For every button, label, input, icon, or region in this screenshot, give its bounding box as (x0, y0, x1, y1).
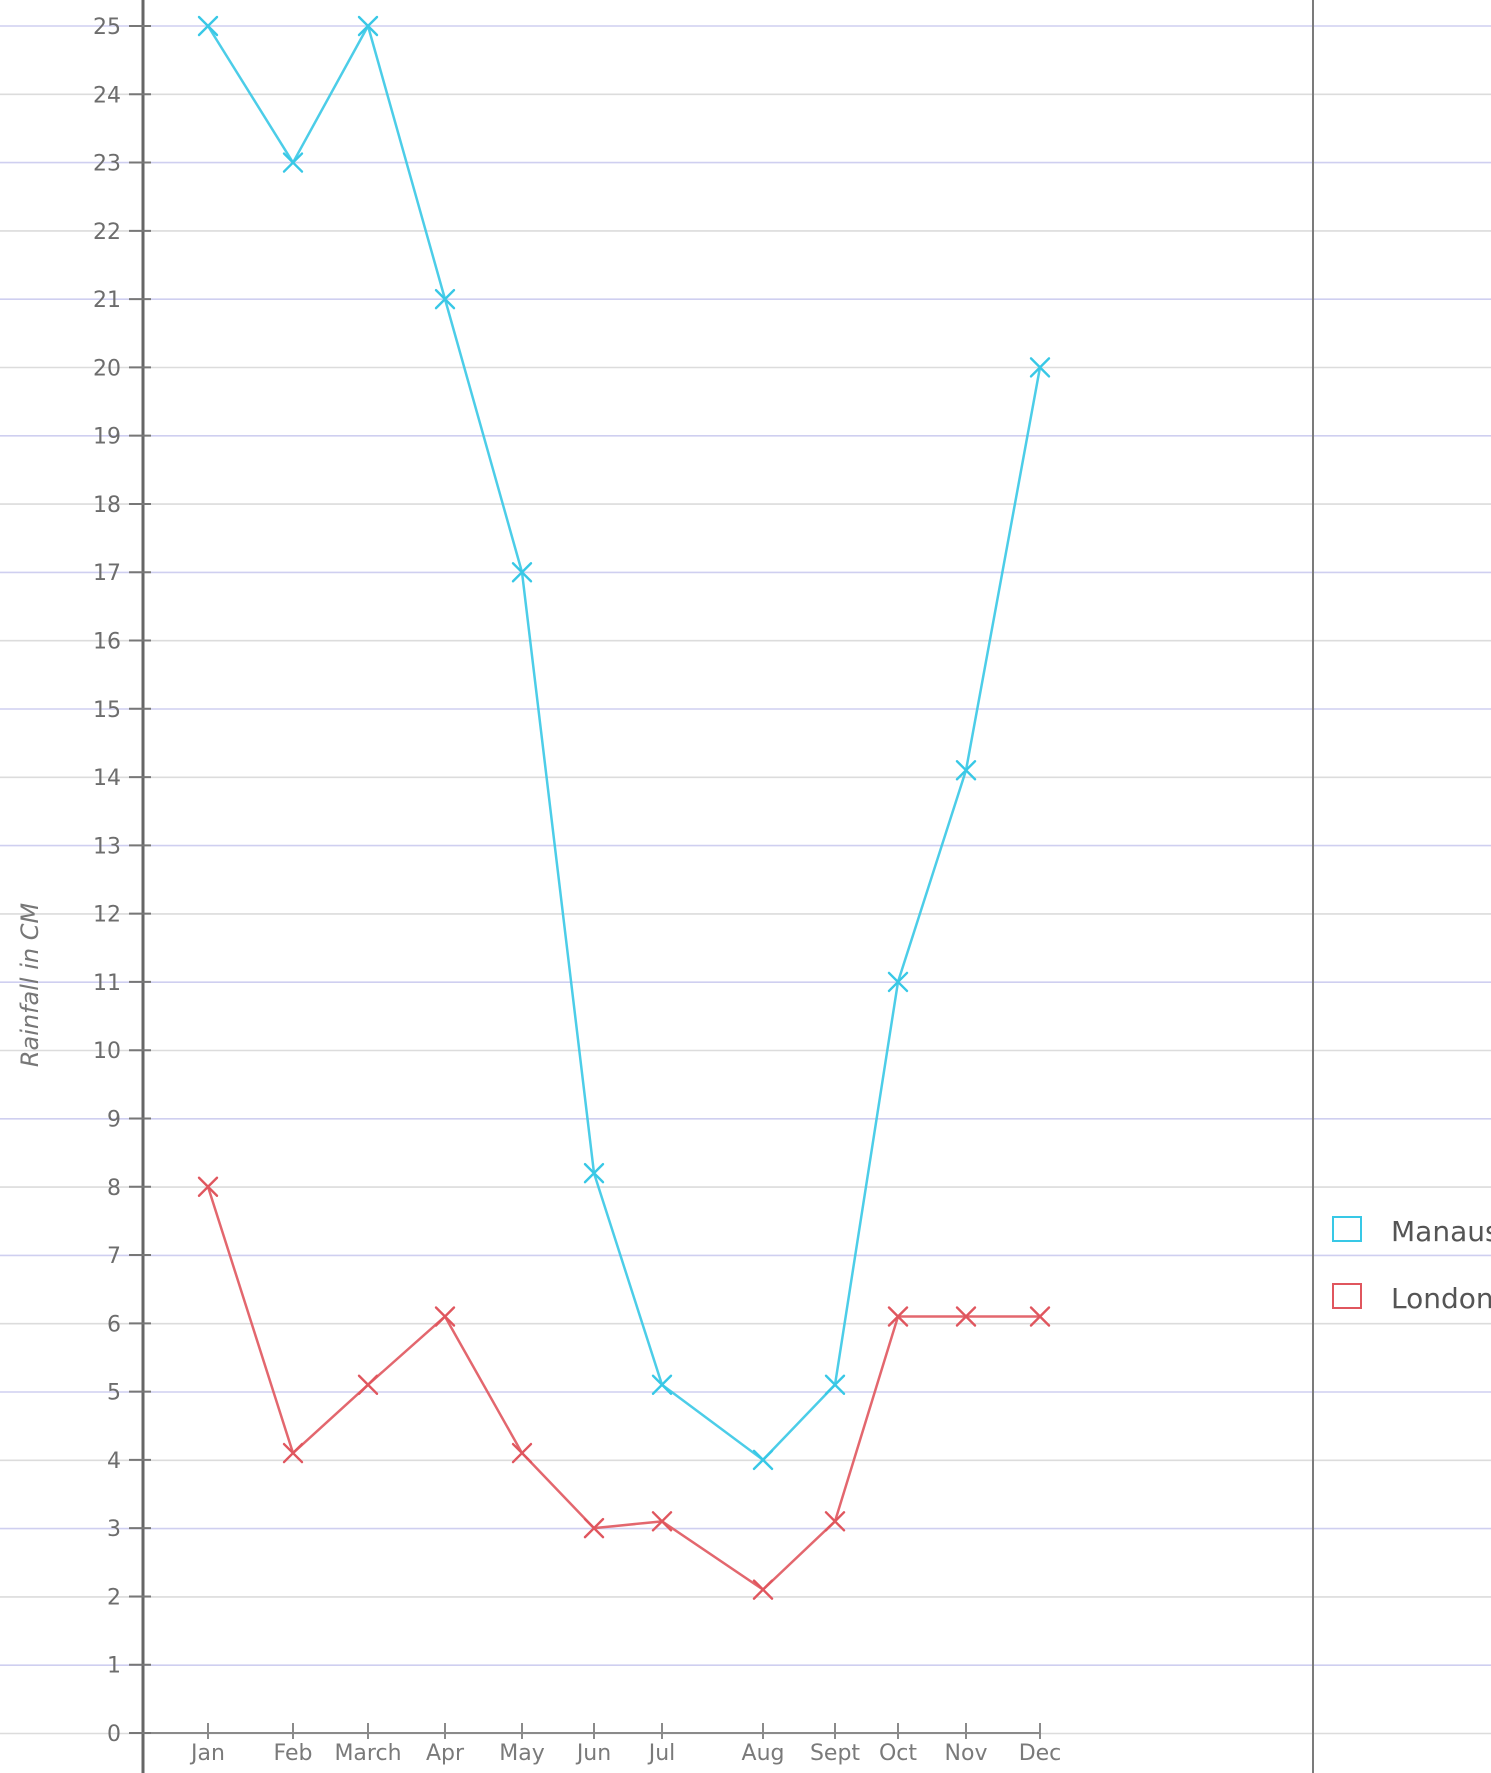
y-axis-ticks: 0123456789101112131415161718192021222324… (93, 15, 151, 1747)
series-london (197, 1176, 1051, 1600)
y-tick-label-10: 10 (93, 1039, 121, 1064)
y-tick-label-19: 19 (93, 425, 121, 450)
series-manaus (197, 15, 1051, 1471)
y-tick-label-23: 23 (93, 152, 121, 177)
point-manaus-feb (282, 152, 304, 173)
x-tick-label-sept: Sept (810, 1741, 860, 1766)
legend-swatch-manaus (1332, 1216, 1362, 1242)
point-manaus-jan (197, 15, 219, 37)
point-london-may (511, 1442, 533, 1464)
y-tick-label-4: 4 (107, 1449, 121, 1474)
point-manaus-dec (1029, 357, 1051, 378)
y-tick-label-15: 15 (93, 698, 121, 723)
point-manaus-march (357, 15, 379, 37)
x-tick-label-jan: Jan (189, 1741, 225, 1766)
point-london-feb (282, 1442, 304, 1464)
point-london-dec (1029, 1306, 1051, 1327)
x-tick-label-march: March (334, 1741, 401, 1766)
point-london-oct (887, 1306, 909, 1327)
point-manaus-aug (752, 1449, 774, 1471)
y-tick-label-20: 20 (93, 356, 121, 381)
y-tick-label-17: 17 (93, 561, 121, 586)
legend-label-manaus: Manaus (1391, 1215, 1491, 1248)
y-tick-label-3: 3 (107, 1517, 121, 1542)
y-tick-label-11: 11 (93, 971, 121, 996)
series-line-london (206, 1185, 1042, 1591)
point-london-apr (434, 1306, 456, 1327)
y-tick-label-7: 7 (107, 1244, 121, 1269)
point-london-march (357, 1374, 379, 1395)
point-london-jan (197, 1176, 219, 1197)
ruled-paper-lines (0, 25, 1491, 1735)
y-tick-label-14: 14 (93, 766, 121, 791)
x-tick-label-nov: Nov (945, 1741, 988, 1766)
x-tick-label-oct: Oct (879, 1741, 917, 1766)
y-tick-label-0: 0 (107, 1722, 121, 1747)
x-tick-label-may: May (499, 1741, 544, 1766)
point-manaus-sept (824, 1374, 846, 1395)
y-tick-label-2: 2 (107, 1585, 121, 1610)
legend: Manaus London (1332, 1215, 1491, 1315)
x-tick-label-apr: Apr (426, 1741, 465, 1766)
point-manaus-apr (434, 288, 456, 310)
y-tick-label-9: 9 (107, 1107, 121, 1132)
y-axis-title: Rainfall in CM (16, 903, 44, 1068)
y-tick-label-21: 21 (93, 288, 121, 313)
point-london-aug (752, 1579, 774, 1600)
y-tick-label-13: 13 (93, 834, 121, 859)
legend-swatch-london (1332, 1283, 1362, 1309)
point-manaus-may (511, 562, 533, 583)
y-tick-label-22: 22 (93, 220, 121, 245)
point-manaus-jul (651, 1374, 673, 1395)
x-tick-label-jun: Jun (575, 1741, 611, 1766)
y-tick-label-8: 8 (107, 1176, 121, 1201)
point-london-jul (651, 1511, 673, 1532)
series-layer (197, 15, 1051, 1600)
point-london-sept (824, 1511, 846, 1532)
point-manaus-nov (955, 760, 977, 781)
point-london-nov (955, 1306, 977, 1327)
y-tick-label-24: 24 (93, 83, 121, 108)
x-axis-ticks: Jan Feb March Apr May Jun Jul Aug Sept Oct Nov Dec (189, 1723, 1061, 1766)
series-line-manaus (206, 24, 1042, 1462)
x-tick-label-jul: Jul (647, 1741, 676, 1766)
y-tick-label-25: 25 (93, 15, 121, 40)
y-tick-label-16: 16 (93, 630, 121, 655)
y-tick-label-1: 1 (107, 1654, 121, 1679)
point-manaus-oct (887, 971, 909, 993)
y-tick-label-6: 6 (107, 1312, 121, 1337)
y-tick-label-18: 18 (93, 493, 121, 518)
x-tick-label-feb: Feb (274, 1741, 313, 1766)
y-tick-label-12: 12 (93, 903, 121, 928)
y-tick-label-5: 5 (107, 1381, 121, 1406)
x-tick-label-aug: Aug (742, 1741, 785, 1766)
x-tick-label-dec: Dec (1019, 1741, 1062, 1766)
legend-label-london: London (1391, 1282, 1491, 1315)
point-london-jun (583, 1517, 605, 1539)
point-manaus-jun (583, 1162, 605, 1184)
